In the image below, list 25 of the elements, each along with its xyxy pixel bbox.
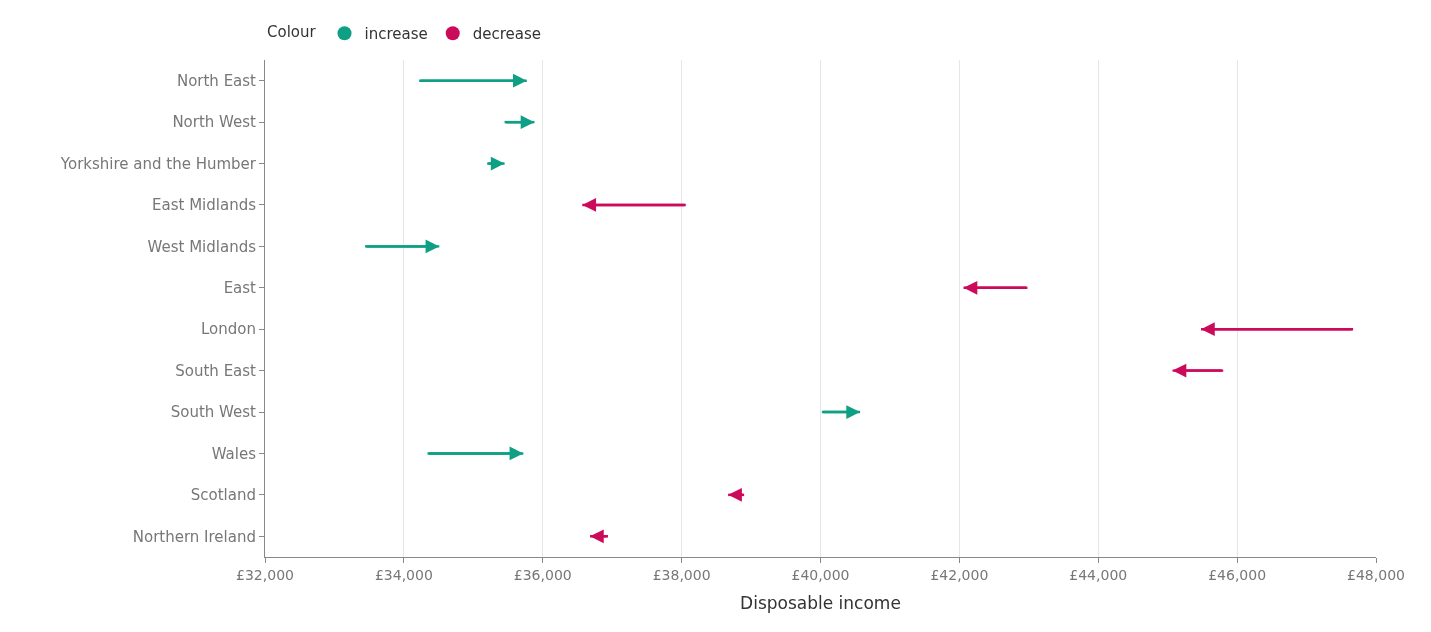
y-tick-label: East	[223, 279, 257, 298]
x-tick-label: £40,000	[791, 566, 850, 583]
y-tick-label: South East	[175, 361, 257, 380]
x-tick-label: £32,000	[236, 566, 294, 583]
y-tick-label: West Midlands	[147, 237, 257, 256]
y-tick-label: North East	[176, 71, 257, 90]
x-tick-label: £42,000	[930, 566, 989, 583]
legend-label: increase	[364, 25, 428, 44]
y-tick-label: East Midlands	[152, 196, 257, 215]
x-tick-label: £44,000	[1069, 566, 1128, 583]
y-tick-label: North West	[172, 113, 257, 132]
x-tick-label: £34,000	[374, 566, 433, 583]
x-axis-title: Disposable income	[740, 593, 901, 614]
x-tick-label: £48,000	[1347, 566, 1405, 583]
x-tick-label: £38,000	[652, 566, 711, 583]
x-tick-label: £36,000	[513, 566, 572, 583]
legend-title: Colour	[267, 22, 317, 41]
y-tick-label: Yorkshire and the Humber	[59, 154, 257, 173]
y-tick-label: Wales	[211, 444, 257, 463]
y-tick-label: Scotland	[190, 486, 256, 505]
y-tick-label: Northern Ireland	[132, 527, 256, 546]
y-tick-label: South West	[170, 403, 257, 422]
x-tick-label: £46,000	[1208, 566, 1267, 583]
y-tick-label: London	[201, 320, 256, 339]
legend-label: decrease	[472, 25, 542, 44]
